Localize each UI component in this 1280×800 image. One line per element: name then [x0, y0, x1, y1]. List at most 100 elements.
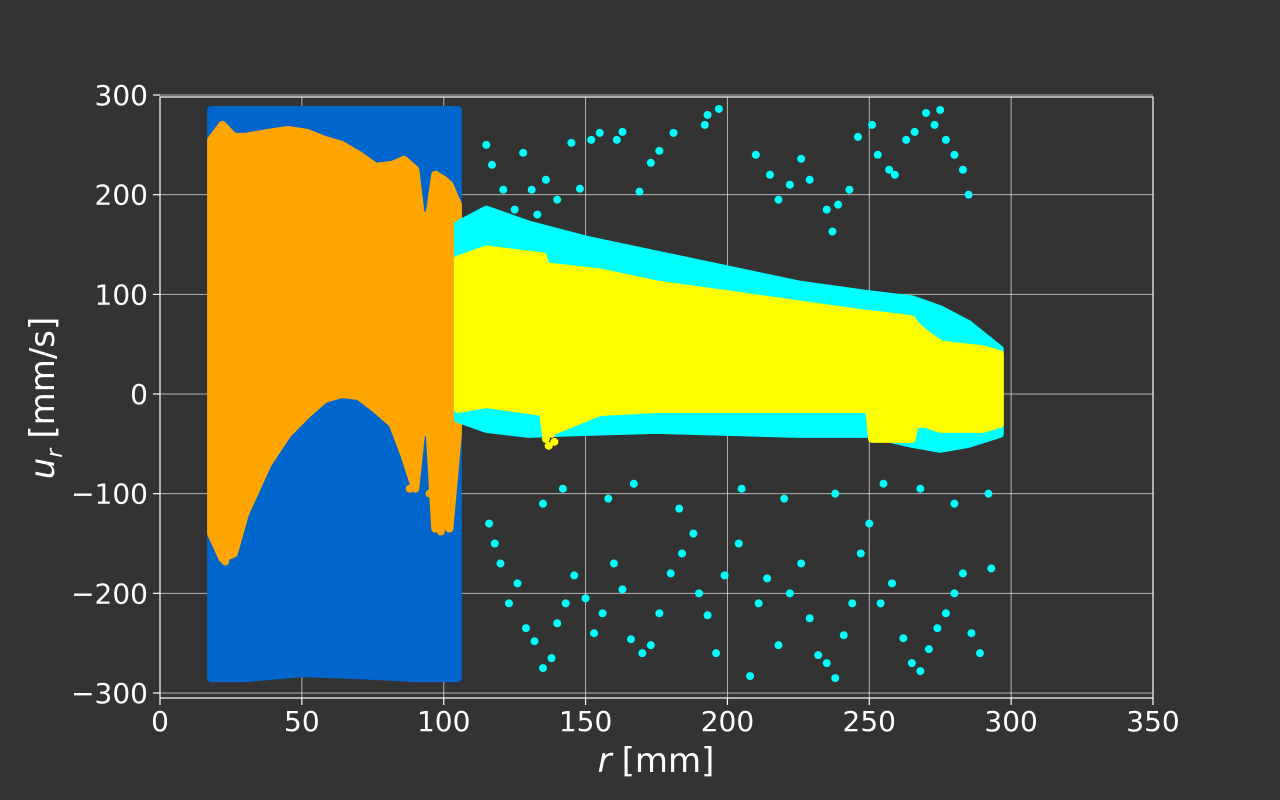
scatter-point	[635, 187, 644, 196]
scatter-point	[675, 504, 684, 513]
scatter-point	[876, 599, 885, 608]
scatter-point	[436, 527, 445, 536]
scatter-point	[590, 629, 599, 638]
scatter-point	[487, 160, 496, 169]
y-tick-label: 200	[95, 179, 148, 212]
scatter-point	[916, 667, 925, 676]
scatter-point	[655, 609, 664, 618]
scatter-point	[751, 150, 760, 159]
scatter-point	[618, 585, 627, 594]
scatter-point	[950, 499, 959, 508]
scatter-point	[958, 165, 967, 174]
y-tick-label: 300	[95, 79, 148, 112]
scatter-point	[530, 637, 539, 646]
scatter-point	[712, 649, 721, 658]
scatter-point	[879, 479, 888, 488]
scatter-point	[689, 529, 698, 538]
scatter-point	[839, 631, 848, 640]
y-axis-variable: u	[23, 458, 63, 480]
scatter-point	[831, 674, 840, 683]
scatter-point	[765, 170, 774, 179]
x-tick-label: 100	[417, 705, 470, 738]
scatter-point	[229, 519, 238, 528]
scatter-point	[958, 569, 967, 578]
scatter-point	[221, 557, 230, 566]
scatter-point	[482, 140, 491, 149]
scatter-point	[533, 210, 542, 219]
scatter-point	[567, 138, 576, 147]
scatter-point	[510, 205, 519, 214]
y-tick-label: 0	[130, 378, 148, 411]
scatter-point	[941, 135, 950, 144]
scatter-point	[890, 170, 899, 179]
scatter-point	[547, 429, 556, 438]
scatter-point	[933, 624, 942, 633]
scatter-point	[853, 132, 862, 141]
scatter-point	[445, 521, 454, 530]
scatter-point	[490, 539, 499, 548]
y-axis-unit: [mm/s]	[23, 317, 63, 439]
scatter-point	[598, 609, 607, 618]
scatter-point	[539, 664, 548, 673]
series-layer	[207, 104, 1004, 683]
scatter-point	[411, 469, 420, 478]
y-axis-subscript: r	[43, 447, 68, 458]
scatter-point	[405, 484, 414, 493]
scatter-point	[626, 635, 635, 644]
scatter-point	[609, 559, 618, 568]
scatter-point	[737, 484, 746, 493]
scatter-point	[553, 195, 562, 204]
scatter-point	[822, 659, 831, 668]
scatter-point	[561, 599, 570, 608]
x-axis-variable: r	[598, 741, 614, 781]
scatter-point	[425, 489, 434, 498]
x-tick-label: 150	[559, 705, 612, 738]
scatter-point	[885, 165, 894, 174]
scatter-point	[774, 195, 783, 204]
scatter-point	[805, 175, 814, 184]
scatter-point	[575, 184, 584, 193]
x-tick-label: 250	[843, 705, 896, 738]
scatter-point	[868, 120, 877, 129]
scatter-point	[541, 434, 550, 443]
scatter-point	[763, 574, 772, 583]
scatter-point	[873, 150, 882, 159]
scatter-point	[553, 619, 562, 628]
scatter-point	[984, 489, 993, 498]
scatter-point	[785, 180, 794, 189]
scatter-point	[655, 146, 664, 155]
scatter-point	[485, 519, 494, 528]
scatter-point	[845, 185, 854, 194]
scatter-point	[805, 614, 814, 623]
scatter-point	[558, 484, 567, 493]
scatter-point	[442, 509, 451, 518]
scatter-point	[669, 128, 678, 137]
scatter-point	[720, 571, 729, 580]
scatter-point	[856, 549, 865, 558]
scatter-point	[581, 594, 590, 603]
scatter-point	[746, 672, 755, 681]
scatter-point	[785, 589, 794, 598]
scatter-point	[539, 499, 548, 508]
scatter-point	[924, 645, 933, 654]
scatter-point	[734, 539, 743, 548]
scatter-point	[519, 148, 528, 157]
scatter-point	[504, 599, 513, 608]
x-tick-layer: 0 50 100 150 200 250 300 350	[151, 698, 1180, 738]
scatter-point	[499, 185, 508, 194]
scatter-point	[941, 609, 950, 618]
scatter-point	[987, 564, 996, 573]
y-tick-label: 100	[95, 278, 148, 311]
scatter-point	[814, 651, 823, 660]
y-tick-layer: −300 −200 −100 0 100 200 300	[71, 79, 160, 710]
scatter-point	[834, 200, 843, 209]
x-tick-label: 350	[1126, 705, 1179, 738]
scatter-point	[828, 227, 837, 236]
scatter-point	[678, 549, 687, 558]
x-tick-label: 0	[151, 705, 169, 738]
series-1	[207, 120, 462, 566]
scatter-point	[638, 649, 647, 658]
scatter-point	[646, 641, 655, 650]
scatter-point	[797, 154, 806, 163]
